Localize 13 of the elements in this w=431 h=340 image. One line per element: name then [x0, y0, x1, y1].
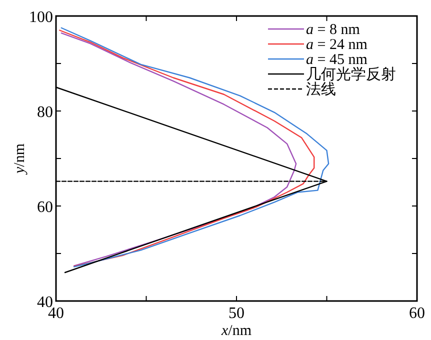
legend-label: 法线 [306, 81, 336, 98]
legend-label: a = 8 nm [306, 22, 360, 38]
y-axis-title: y/nm [12, 143, 28, 176]
y-tick-label: 60 [37, 199, 53, 216]
legend-label: 几何光学反射 [306, 66, 396, 83]
y-tick-label: 40 [37, 294, 53, 311]
legend-label: a = 24 nm [306, 37, 368, 53]
x-axis-title: x/nm [220, 323, 252, 339]
x-tick-label: 50 [228, 305, 244, 322]
legend-label: a = 45 nm [306, 52, 368, 68]
y-tick-label: 100 [29, 9, 53, 26]
y-tick-label: 80 [37, 104, 53, 121]
x-tick-label: 60 [409, 305, 425, 322]
